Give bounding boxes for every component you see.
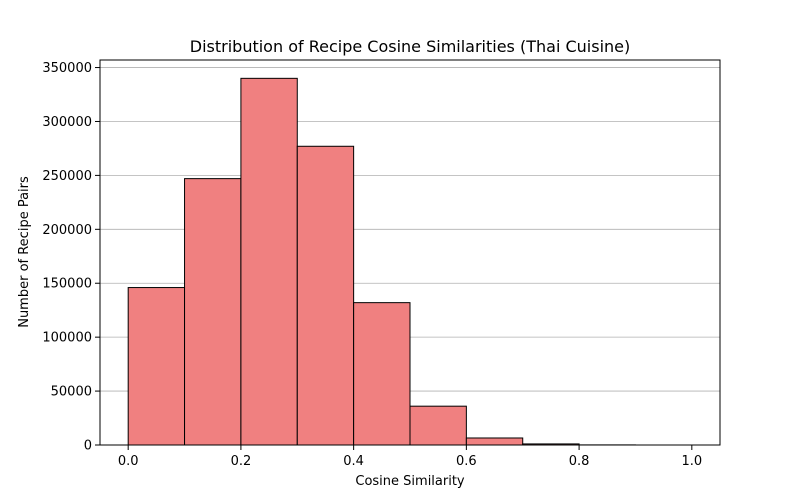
y-tick-label-2: 100000	[42, 331, 92, 346]
bar-2	[240, 77, 298, 446]
x-tick-label-4: 0.8	[569, 454, 590, 469]
y-axis-ticks: 0 50000 100000 150000 200000 250000 300000 3500…	[42, 61, 100, 454]
bar-1	[184, 178, 242, 446]
y-tick-label-5: 250000	[42, 169, 92, 184]
x-tick-label-5: 1.0	[681, 454, 702, 469]
x-axis-ticks: 0.0 0.2 0.4 0.6 0.8 1.0	[118, 445, 702, 469]
y-axis-label: Number of Recipe Pairs	[17, 176, 32, 328]
bar-6	[465, 437, 524, 446]
y-tick-label-0: 0	[84, 439, 92, 454]
bar-3	[296, 145, 355, 446]
bar-0	[127, 287, 186, 446]
x-tick-label-3: 0.6	[456, 454, 477, 469]
y-tick-label-6: 300000	[42, 115, 92, 130]
y-tick-label-1: 50000	[51, 385, 92, 400]
y-tick-label-4: 200000	[42, 223, 92, 238]
x-tick-label-2: 0.4	[343, 454, 364, 469]
x-tick-label-1: 0.2	[231, 454, 252, 469]
bar-5	[409, 405, 467, 446]
bar-4	[353, 302, 411, 446]
y-tick-label-7: 350000	[42, 61, 92, 76]
x-tick-label-0: 0.0	[118, 454, 139, 469]
y-tick-label-3: 150000	[42, 277, 92, 292]
bars	[127, 77, 636, 446]
x-axis-label: Cosine Similarity	[355, 474, 465, 489]
plot-frame	[99, 59, 721, 446]
chart-title: Distribution of Recipe Cosine Similariti…	[190, 37, 630, 56]
